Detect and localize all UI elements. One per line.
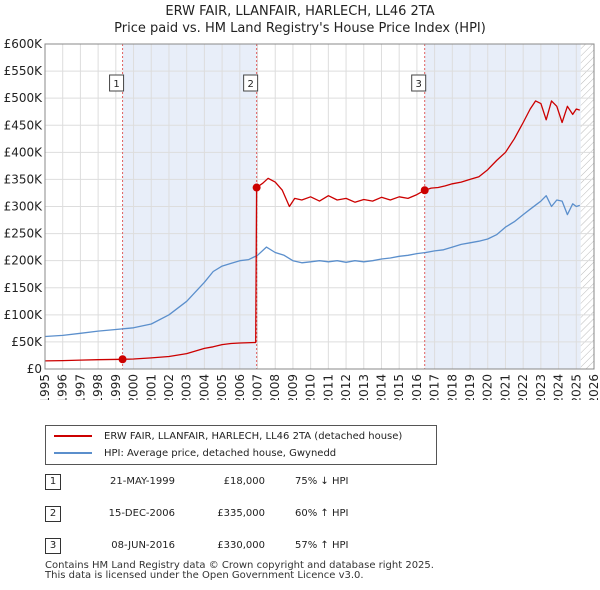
y-tick-label: £150K [4, 281, 44, 295]
x-tick-label: 2004 [197, 374, 211, 400]
x-tick-label: 2014 [374, 374, 388, 400]
sale-number: 2 [45, 506, 61, 522]
y-tick-label: £50K [11, 335, 43, 349]
x-tick-label: 2022 [516, 374, 530, 400]
x-tick-label: 2003 [180, 374, 194, 400]
sale-row: 3 08-JUN-2016 £330,000 57% ↑ HPI [45, 536, 565, 556]
sale-annotation-box [109, 74, 125, 92]
y-tick-label: £400K [4, 145, 44, 159]
x-tick-label: 2008 [268, 374, 282, 400]
legend-swatch-hpi [54, 452, 92, 454]
sale-annotation-box [411, 74, 427, 92]
footer: Contains HM Land Registry data © Crown c… [45, 561, 434, 581]
sale-number: 3 [45, 538, 61, 554]
y-tick-label: £500K [4, 91, 44, 105]
x-tick-label: 2017 [428, 374, 442, 400]
x-tick-label: 2015 [392, 374, 406, 400]
x-tick-label: 2021 [498, 374, 512, 400]
chart-subtitle: Price paid vs. HM Land Registry's House … [114, 21, 486, 36]
sale-annotation-box [243, 74, 259, 92]
sale-date: 15-DEC-2006 [108, 508, 175, 519]
x-tick-label: 2019 [463, 374, 477, 400]
x-tick-label: 2013 [357, 374, 371, 400]
x-tick-label: 2025 [569, 374, 583, 400]
sale-row: 1 21-MAY-1999 £18,000 75% ↓ HPI [45, 472, 565, 492]
y-tick-label: £450K [4, 118, 44, 132]
x-tick-label: 2023 [534, 374, 548, 400]
footer-copyright: Contains HM Land Registry data © Crown c… [45, 560, 434, 571]
sale-annotation-label: 2 [247, 79, 253, 90]
x-tick-label: 2010 [304, 374, 318, 400]
y-tick-label: £550K [4, 64, 44, 78]
legend-label-hpi: HPI: Average price, detached house, Gwyn… [104, 447, 337, 459]
chart-title: ERW FAIR, LLANFAIR, HARLECH, LL46 2TA [165, 4, 435, 19]
y-tick-label: £350K [4, 172, 44, 186]
x-tick-label: 2012 [339, 374, 353, 400]
sale-annotation-label: 1 [113, 79, 119, 90]
legend-label-property: ERW FAIR, LLANFAIR, HARLECH, LL46 2TA (d… [104, 430, 403, 442]
sale-price: £335,000 [217, 508, 265, 519]
x-tick-label: 2001 [144, 374, 158, 400]
y-tick-label: £200K [4, 254, 44, 268]
sale-point [420, 186, 429, 195]
price-chart: 1 2 3 £0 £50K £100K £150K £200K £250K £300K £350K £… [4, 37, 600, 400]
legend: ERW FAIR, LLANFAIR, HARLECH, LL46 2TA (d… [45, 425, 437, 465]
x-tick-label: 1995 [38, 374, 52, 400]
x-tick-label: 2005 [215, 374, 229, 400]
x-tick-label: 2024 [552, 374, 566, 400]
y-tick-label: £100K [4, 308, 44, 322]
x-tick-label: 2006 [233, 374, 247, 400]
x-tick-label: 2016 [410, 374, 424, 400]
hpi-series-line [44, 195, 580, 338]
sale-price: £330,000 [217, 540, 265, 551]
x-tick-label: 2020 [481, 374, 495, 400]
x-tick-label: 2009 [286, 374, 300, 400]
y-tick-label: £250K [4, 227, 44, 241]
sale-point [118, 355, 127, 364]
legend-swatch-property [54, 435, 92, 437]
sale-hpi-change: 57% ↑ HPI [295, 540, 349, 551]
property-series-line [44, 100, 580, 362]
x-tick-label: 2000 [127, 374, 141, 400]
sale-annotation-label: 3 [416, 79, 422, 90]
x-tick-label: 2026 [587, 374, 600, 400]
y-tick-label: £300K [4, 200, 44, 214]
sale-row: 2 15-DEC-2006 £335,000 60% ↑ HPI [45, 504, 565, 524]
sale-price: £18,000 [223, 476, 265, 487]
sale-date: 08-JUN-2016 [111, 540, 175, 551]
sale-number: 1 [45, 474, 61, 490]
x-tick-label: 1999 [109, 374, 123, 400]
x-tick-label: 1997 [73, 374, 87, 400]
plot-frame [44, 43, 595, 370]
x-tick-label: 2002 [162, 374, 176, 400]
x-tick-label: 1996 [56, 374, 70, 400]
x-tick-label: 2011 [321, 374, 335, 400]
x-tick-label: 2018 [445, 374, 459, 400]
sale-point [252, 183, 261, 192]
footer-license: This data is licensed under the Open Gov… [45, 570, 364, 581]
sale-hpi-change: 75% ↓ HPI [295, 476, 349, 487]
sale-date: 21-MAY-1999 [109, 476, 175, 487]
y-tick-label: £0 [27, 362, 42, 376]
x-tick-label: 1998 [91, 374, 105, 400]
y-tick-label: £600K [4, 37, 44, 51]
sale-hpi-change: 60% ↑ HPI [295, 508, 349, 519]
x-tick-label: 2007 [251, 374, 265, 400]
legend-item-hpi: HPI: Average price, detached house, Gwyn… [54, 445, 336, 461]
legend-item-property: ERW FAIR, LLANFAIR, HARLECH, LL46 2TA (d… [54, 428, 402, 444]
